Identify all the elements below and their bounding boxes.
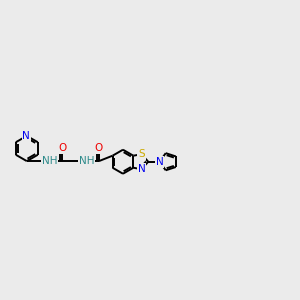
Text: NH: NH	[42, 156, 57, 166]
Text: NH: NH	[79, 156, 94, 166]
Text: O: O	[58, 143, 66, 153]
Text: N: N	[22, 131, 30, 141]
Text: S: S	[138, 149, 145, 159]
Text: N: N	[156, 157, 164, 167]
Text: N: N	[138, 164, 146, 174]
Text: O: O	[95, 143, 103, 153]
